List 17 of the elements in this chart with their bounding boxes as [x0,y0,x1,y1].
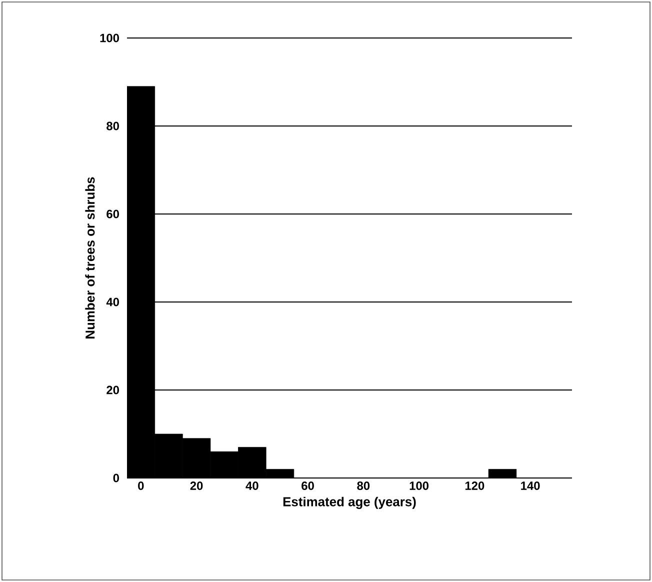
x-tick-label: 140 [521,482,540,490]
y-tick-label: 80 [106,122,119,130]
y-tick-label: 60 [106,210,119,218]
y-tick-label: 100 [100,34,119,42]
bar [488,469,517,478]
x-tick-label: 100 [410,482,429,490]
x-tick-label: 120 [465,482,484,490]
x-tick-label: 60 [302,482,314,490]
x-tick-label: 20 [190,482,203,490]
x-axis-title: Estimated age (years) [283,496,416,509]
y-axis-title: Number of trees or shrubs [85,177,95,338]
x-tick-label: 40 [246,482,258,490]
y-tick-label: 40 [106,298,119,306]
x-tick-label: 0 [138,482,144,490]
y-tick-label: 0 [113,474,119,482]
y-tick-label: 20 [106,386,119,394]
x-tick-label: 80 [357,482,370,490]
